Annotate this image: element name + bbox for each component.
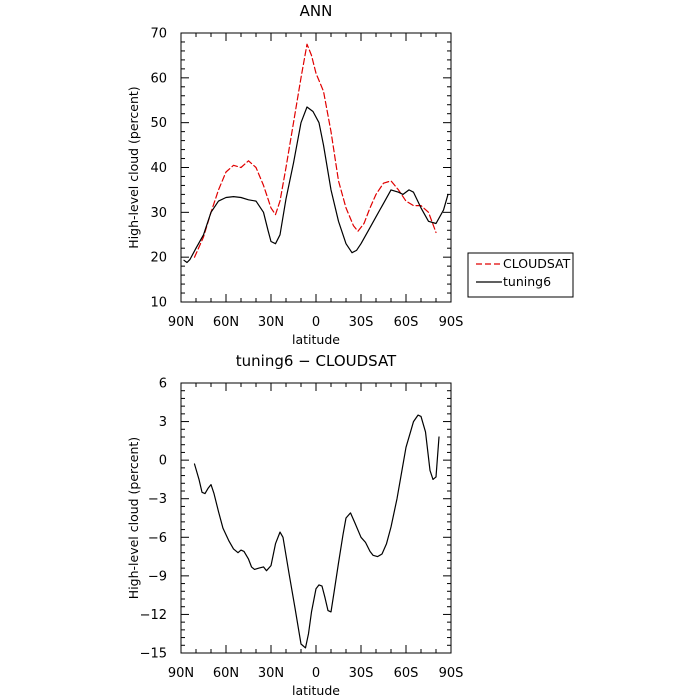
y-tick-label: −12 — [140, 608, 167, 623]
axis-ticks: 90N 60N 30N 0 30S 60S 90S −15 −12 −9 −6 −3 0 3 6 — [140, 377, 464, 682]
y-axis-label: High-level cloud (percent) — [126, 437, 141, 599]
y-tick-label: 20 — [150, 251, 167, 266]
series-line-cloudsat — [193, 43, 437, 258]
x-tick-label: 90N — [168, 315, 194, 330]
x-tick-label: 90N — [168, 666, 194, 681]
y-tick-label: 3 — [159, 415, 167, 430]
y-axis-label: High-level cloud (percent) — [126, 86, 141, 248]
y-tick-label: −9 — [148, 569, 167, 584]
legend-label-cloudsat: CLOUDSAT — [503, 256, 571, 271]
y-tick-label: 30 — [150, 206, 167, 221]
x-tick-label: 90S — [439, 666, 464, 681]
series-line-diff-1 — [435, 436, 440, 478]
y-tick-label: −6 — [148, 531, 167, 546]
plot-series — [193, 414, 440, 649]
series-line-tuning6 — [183, 106, 449, 264]
chart-title: tuning6 − CLOUDSAT — [236, 352, 397, 370]
y-tick-label: −15 — [140, 647, 167, 662]
plot-frame — [180, 382, 452, 654]
plot-frame — [180, 32, 452, 303]
plot-series — [183, 43, 449, 264]
x-axis-label: latitude — [292, 332, 340, 347]
x-tick-label: 90S — [439, 315, 464, 330]
x-tick-label: 60S — [394, 315, 419, 330]
y-tick-label: 10 — [150, 296, 167, 311]
axis-ticks: 90N 60N 30N 0 30S 60S 90S 10 20 30 40 50 60 70 — [150, 27, 463, 331]
chart-title: ANN — [300, 2, 333, 20]
x-tick-label: 30N — [258, 315, 284, 330]
chart-difference: tuning6 − CLOUDSAT latitude High-level c… — [126, 352, 463, 698]
x-tick-label: 0 — [312, 315, 320, 330]
y-tick-label: 50 — [150, 116, 167, 131]
legend: CLOUDSAT tuning6 — [467, 252, 574, 298]
y-tick-label: 6 — [159, 377, 167, 392]
legend-box — [467, 252, 574, 298]
y-tick-label: 0 — [159, 454, 167, 469]
y-tick-label: 70 — [150, 27, 167, 42]
y-tick-label: 40 — [150, 161, 167, 176]
x-axis-label: latitude — [292, 683, 340, 698]
x-tick-label: 30N — [258, 666, 284, 681]
y-tick-label: −3 — [148, 492, 167, 507]
chart-annual: ANN latitude High-level cloud (percent) … — [126, 2, 463, 347]
legend-label-tuning6: tuning6 — [503, 274, 551, 289]
x-tick-label: 60N — [213, 315, 239, 330]
x-tick-label: 0 — [312, 666, 320, 681]
y-tick-label: 60 — [150, 71, 167, 86]
x-tick-label: 30S — [349, 666, 374, 681]
x-tick-label: 60S — [394, 666, 419, 681]
series-line-diff-0 — [193, 414, 437, 649]
x-tick-label: 30S — [349, 315, 374, 330]
x-tick-label: 60N — [213, 666, 239, 681]
